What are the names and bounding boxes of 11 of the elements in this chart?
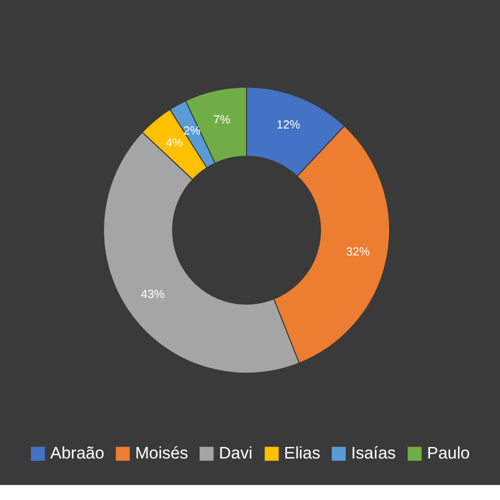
data-label: 32% [346, 244, 370, 258]
data-label: 12% [276, 118, 301, 132]
legend-label: Isaías [351, 444, 396, 463]
legend-label: Abraão [50, 444, 104, 463]
data-label: 7% [213, 112, 231, 126]
legend-label: Paulo [427, 444, 470, 463]
legend-label: Moisés [135, 444, 188, 463]
legend-label: Elias [284, 444, 320, 463]
data-label: 4% [166, 136, 184, 150]
legend-label: Davi [218, 444, 252, 463]
data-label: 43% [140, 286, 166, 301]
